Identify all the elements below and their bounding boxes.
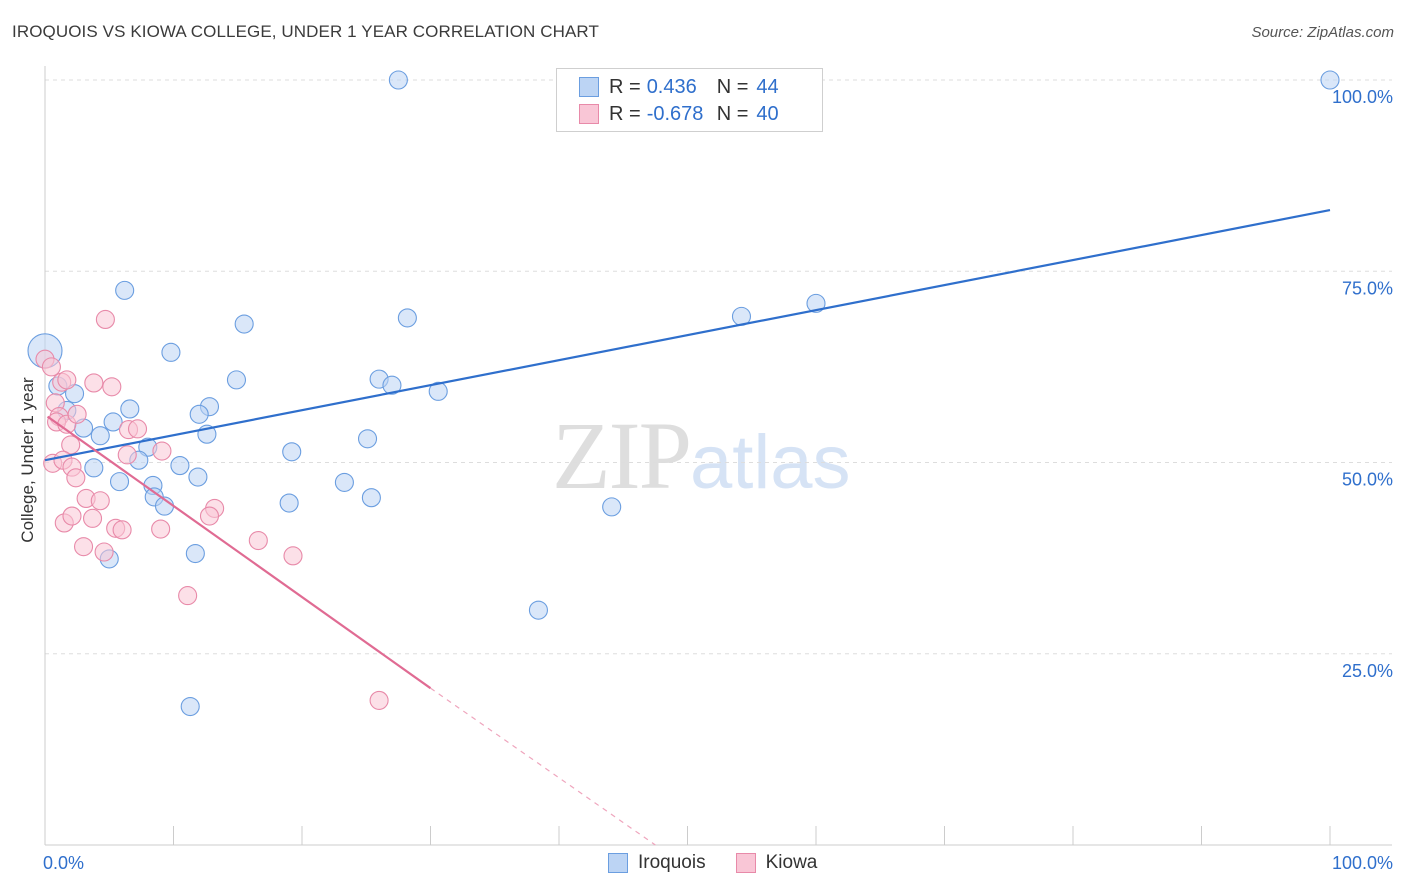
watermark-zip: ZIP <box>552 402 692 509</box>
iroquois-point <box>1320 70 1340 90</box>
kiowa-point <box>112 520 132 540</box>
kiowa-legend-label: Kiowa <box>765 852 818 873</box>
kiowa-point <box>369 690 389 710</box>
gridlines <box>45 79 1392 655</box>
trend-lines <box>44 208 1331 846</box>
kiowa-point <box>67 404 87 424</box>
iroquois-n-value: 44 <box>756 75 779 98</box>
kiowa-r-value: -0.678 <box>646 102 704 125</box>
kiowa-legend-swatch <box>735 853 756 873</box>
iroquois-point <box>397 308 417 328</box>
kiowa-point <box>248 530 268 551</box>
x-tick-label-max: 100.0% <box>1332 853 1393 873</box>
iroquois-point <box>161 342 181 362</box>
axes <box>44 66 1392 846</box>
y-tick-label: 25.0% <box>1342 661 1393 681</box>
iroquois-point <box>84 458 104 478</box>
kiowa-point <box>117 445 137 465</box>
kiowa-point <box>61 435 81 455</box>
legend-item-iroquois: Iroquois <box>608 852 706 874</box>
kiowa-n-value: 40 <box>756 102 779 125</box>
iroquois-legend-swatch <box>608 853 628 873</box>
kiowa-point <box>152 441 172 461</box>
iroquois-point <box>170 456 190 476</box>
legend-row-kiowa: R = -0.678 N = 40 <box>579 101 779 127</box>
kiowa-point <box>57 370 77 390</box>
kiowa-point <box>283 546 303 566</box>
iroquois-point <box>189 404 209 424</box>
iroquois-point <box>120 399 140 419</box>
r-label: R = <box>609 102 641 125</box>
kiowa-point <box>90 491 110 511</box>
n-label: N = <box>716 75 749 98</box>
r-label: R = <box>609 75 641 98</box>
iroquois-point <box>279 493 299 513</box>
iroquois-trend-line <box>44 208 1331 462</box>
iroquois-point <box>115 280 135 300</box>
tick-labels: 100.0% 75.0% 50.0% 25.0% 0.0% 100.0% <box>43 87 1393 873</box>
correlation-legend: R = 0.436 N = 44 R = -0.678 N = 40 <box>556 68 823 132</box>
kiowa-point <box>199 506 220 526</box>
iroquois-point <box>334 472 354 492</box>
iroquois-point <box>806 293 826 313</box>
kiowa-point <box>127 419 148 439</box>
source-label: Source: ZipAtlas.com <box>1251 24 1394 41</box>
iroquois-point <box>602 497 622 517</box>
iroquois-point <box>185 543 205 564</box>
iroquois-r-value: 0.436 <box>646 75 697 98</box>
kiowa-point <box>151 519 171 539</box>
kiowa-point <box>62 506 82 526</box>
iroquois-point <box>90 426 110 446</box>
n-label: N = <box>716 102 749 125</box>
kiowa-point <box>41 357 61 377</box>
iroquois-point <box>180 696 200 717</box>
iroquois-point <box>282 442 302 462</box>
kiowa-point <box>84 373 104 393</box>
iroquois-point <box>234 314 254 334</box>
kiowa-swatch <box>579 104 599 124</box>
y-tick-label: 50.0% <box>1342 470 1393 490</box>
kiowa-point <box>178 586 198 606</box>
iroquois-point <box>226 370 247 390</box>
iroquois-swatch <box>579 77 599 97</box>
chart-title: IROQUOIS VS KIOWA COLLEGE, UNDER 1 YEAR … <box>12 22 599 41</box>
legend-item-kiowa: Kiowa <box>735 852 818 874</box>
series-legend: Iroquois Kiowa <box>608 852 847 874</box>
kiowa-point <box>102 377 122 397</box>
iroquois-point <box>357 429 378 449</box>
kiowa-trend-line <box>46 415 432 690</box>
iroquois-point <box>388 70 408 90</box>
y-tick-label: 100.0% <box>1332 87 1393 107</box>
iroquois-point <box>188 467 208 487</box>
iroquois-legend-label: Iroquois <box>638 852 706 873</box>
iroquois-point <box>528 600 548 620</box>
kiowa-trend-extension <box>430 687 656 846</box>
iroquois-point <box>428 381 448 401</box>
data-points <box>27 70 1340 717</box>
y-tick-label: 75.0% <box>1342 278 1393 298</box>
kiowa-point <box>74 537 94 557</box>
y-axis-label: College, Under 1 year <box>18 377 37 543</box>
x-tick-label-min: 0.0% <box>43 853 84 873</box>
kiowa-point <box>95 309 115 329</box>
iroquois-point <box>361 488 381 508</box>
kiowa-point <box>94 542 114 562</box>
iroquois-point <box>103 412 123 432</box>
iroquois-point <box>382 375 402 395</box>
kiowa-point <box>66 468 86 488</box>
legend-row-iroquois: R = 0.436 N = 44 <box>579 74 779 100</box>
kiowa-point <box>82 508 103 528</box>
iroquois-point <box>109 472 130 492</box>
